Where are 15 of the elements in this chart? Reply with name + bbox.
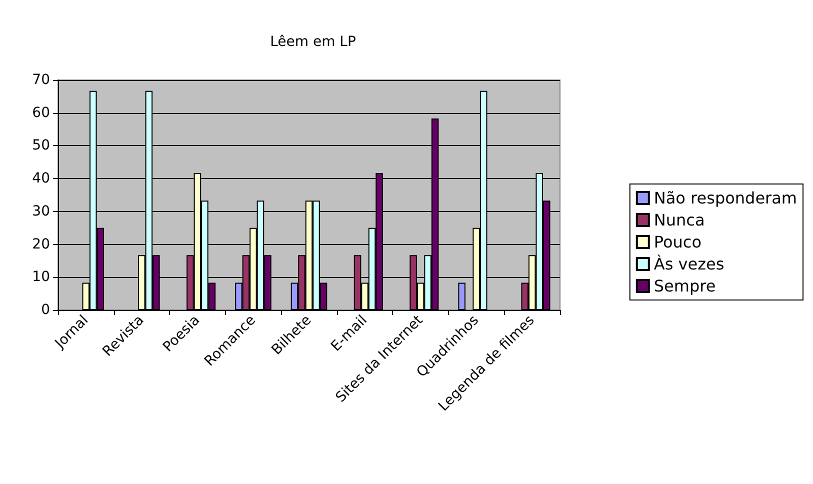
y-tick-label: 10: [32, 269, 50, 286]
legend-label: Sempre: [654, 276, 716, 296]
y-tick-label: 60: [32, 104, 50, 121]
y-tick-label: 40: [32, 170, 50, 187]
y-tick-label: 50: [32, 138, 50, 154]
legend-label: Pouco: [654, 232, 702, 252]
chart-title: Lêem em LP: [270, 34, 356, 50]
legend-label: Às vezes: [654, 254, 724, 274]
legend-label: Não responderam: [654, 188, 797, 208]
bar: [458, 282, 466, 310]
legend-label: Nunca: [654, 210, 705, 230]
y-tick-label: 20: [32, 236, 50, 252]
y-tick-label: 70: [32, 72, 50, 88]
y-tick-label: 30: [32, 203, 50, 220]
y-tick-label: 0: [41, 302, 50, 318]
